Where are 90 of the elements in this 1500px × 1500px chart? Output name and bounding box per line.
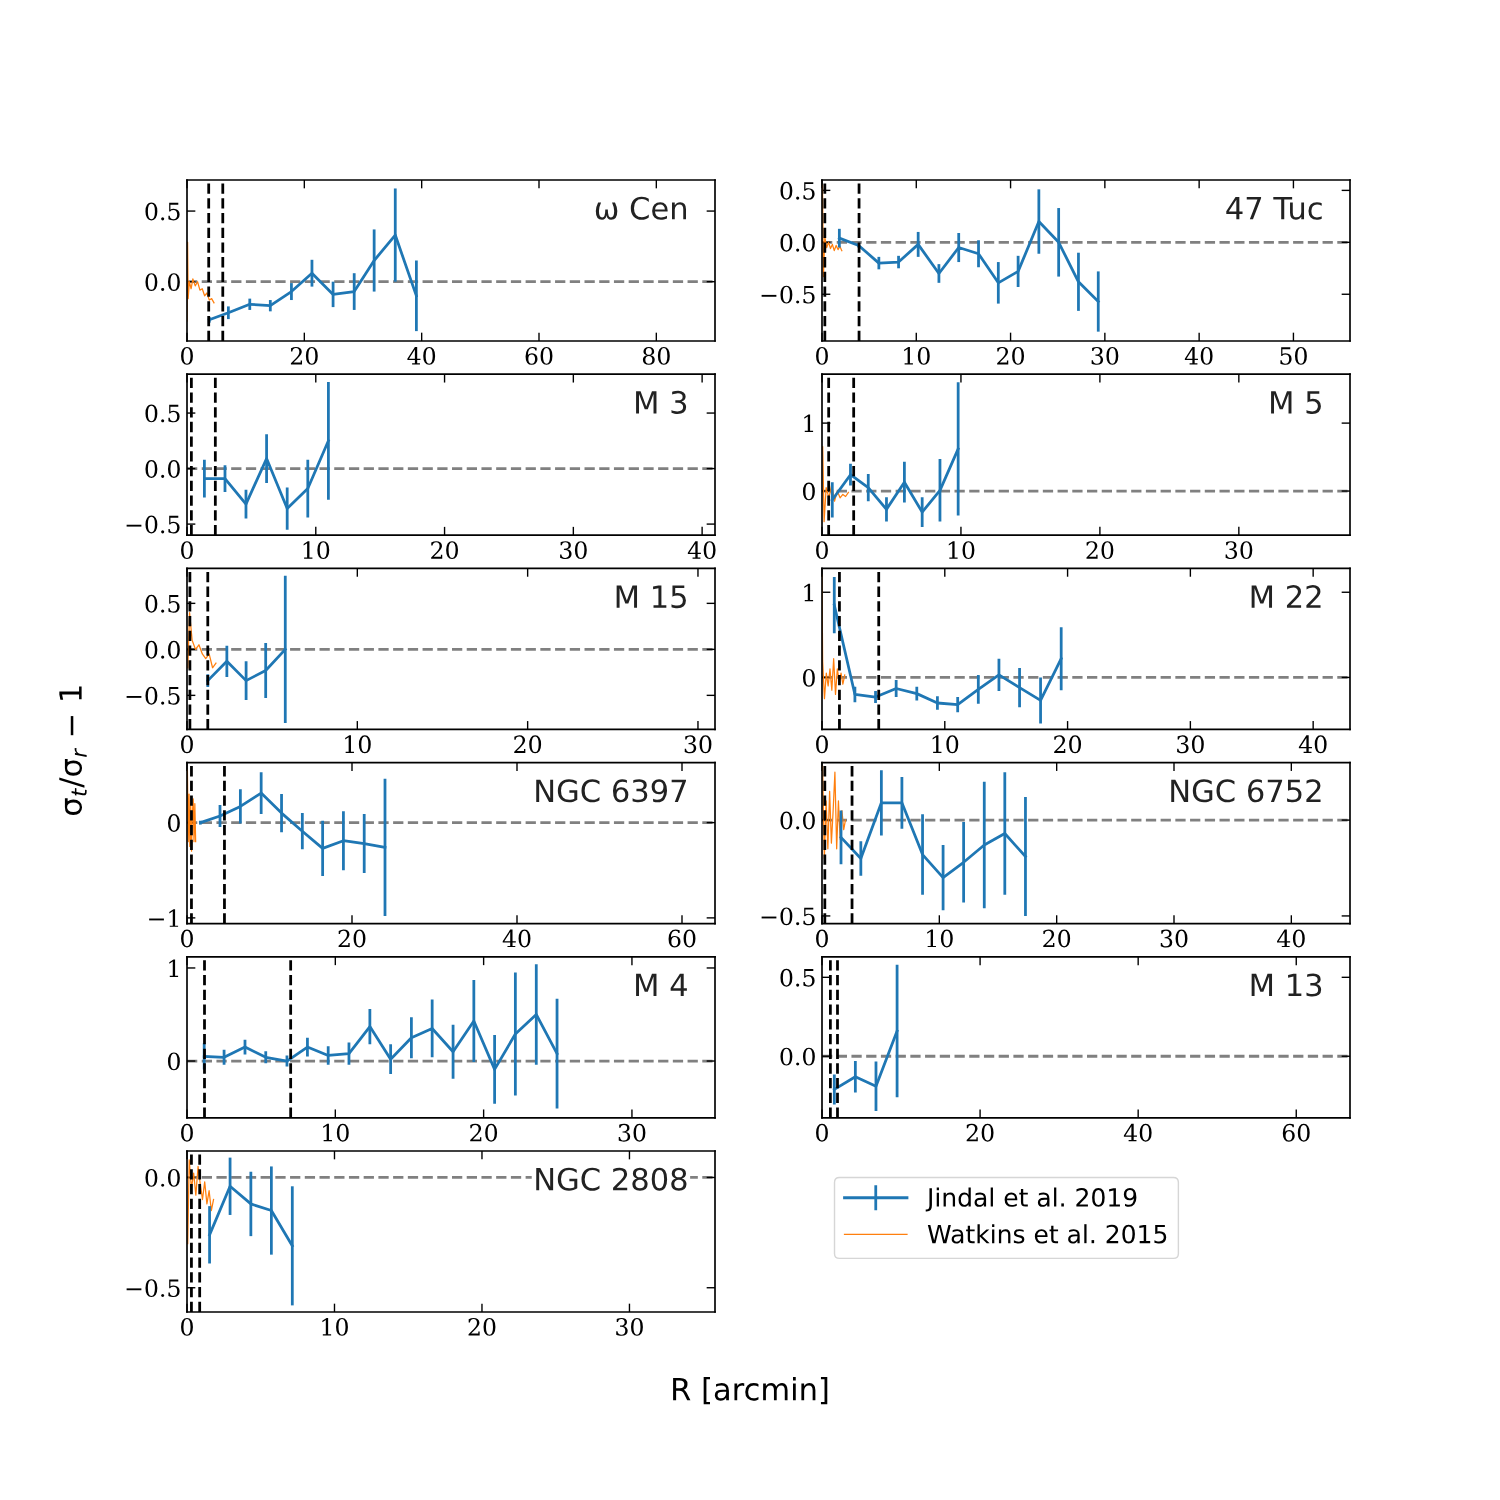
chart-title: NGC 6397 <box>536 779 686 803</box>
y-tick-label: 0 <box>167 1052 180 1071</box>
x-tick-label: 10 <box>904 346 930 365</box>
x-tick-label: 0 <box>181 929 193 948</box>
chart-title: M 3 <box>636 390 687 414</box>
y-tick-label: 0 <box>167 814 180 832</box>
x-tick-label: 40 <box>407 346 436 365</box>
y-tick-label: 0 <box>802 482 815 501</box>
y-tick-label: −0.5 <box>126 1279 180 1298</box>
x-tick-label: 30 <box>1091 346 1119 365</box>
x-tick-label: 40 <box>1123 1123 1152 1142</box>
y-axis-title: σ$_{t}$/σ$_{r}$ − 1 <box>59 686 87 815</box>
x-tick-label: 30 <box>1177 735 1204 754</box>
x-tick-label: 10 <box>345 735 371 754</box>
x-tick-label: 30 <box>1160 929 1188 948</box>
y-tick-label: 1 <box>804 583 814 602</box>
x-tick-label: 30 <box>684 735 712 754</box>
x-tick-label: 50 <box>1280 346 1307 365</box>
chart-title: 47 Tuc <box>1226 197 1322 220</box>
x-tick-label: 0 <box>181 735 193 754</box>
legend-label: Jindal et al. 2019 <box>925 1187 1137 1212</box>
x-tick-label: 80 <box>642 346 670 365</box>
x-tick-label: 0 <box>181 1317 193 1336</box>
y-tick-label: −0.5 <box>761 285 815 304</box>
y-tick-label: −0.5 <box>761 907 815 926</box>
x-tick-label: 20 <box>338 929 366 948</box>
x-tick-label: 60 <box>1282 1123 1310 1142</box>
x-tick-label: 30 <box>1225 541 1253 560</box>
x-tick-label: 10 <box>927 929 953 948</box>
legend-label: Watkins et al. 2015 <box>927 1224 1167 1244</box>
chart-title: M 5 <box>1271 391 1321 414</box>
x-axis-title: R [arcmin] <box>673 1377 828 1405</box>
y-tick-label: 0.0 <box>780 233 815 252</box>
y-tick-label: 0.5 <box>145 202 180 221</box>
x-tick-label: 20 <box>1086 541 1114 560</box>
y-tick-label: 0.0 <box>145 640 180 659</box>
x-tick-label: 0 <box>816 929 828 948</box>
y-tick-label: −0.5 <box>126 515 180 534</box>
x-tick-label: 20 <box>468 1317 496 1336</box>
chart-title: M 22 <box>1251 585 1321 608</box>
x-tick-label: 10 <box>322 1317 348 1336</box>
x-tick-label: 40 <box>1298 735 1327 754</box>
x-tick-label: 0 <box>816 541 828 560</box>
y-tick-label: 0.5 <box>145 404 180 423</box>
x-tick-label: 40 <box>1184 346 1213 365</box>
x-tick-label: 0 <box>816 346 828 365</box>
x-tick-label: 20 <box>997 346 1025 365</box>
x-tick-label: 0 <box>181 346 193 365</box>
x-tick-label: 10 <box>932 735 959 754</box>
y-tick-label: 0.0 <box>145 273 180 291</box>
x-tick-label: 20 <box>470 1123 498 1142</box>
y-tick-label: 0.0 <box>145 460 180 478</box>
chart-title: NGC 2808 <box>536 1167 687 1191</box>
x-tick-label: 20 <box>290 346 318 365</box>
x-tick-label: 20 <box>966 1123 994 1142</box>
x-tick-label: 0 <box>181 1123 193 1142</box>
chart-title: M 15 <box>616 585 686 609</box>
y-tick-label: −0.5 <box>126 686 180 705</box>
x-tick-label: 20 <box>514 735 542 754</box>
y-tick-label: 0 <box>802 668 815 687</box>
x-tick-label: 20 <box>431 541 459 560</box>
x-tick-label: 20 <box>1054 735 1082 754</box>
y-tick-label: 1 <box>169 959 179 977</box>
x-tick-label: 60 <box>525 346 553 365</box>
y-tick-label: 1 <box>804 414 814 433</box>
x-tick-label: 0 <box>816 1123 828 1142</box>
chart-title: NGC 6752 <box>1171 779 1321 803</box>
x-tick-label: 20 <box>1043 929 1071 948</box>
x-tick-label: 10 <box>323 1123 349 1142</box>
y-tick-label: 0.0 <box>145 1168 180 1187</box>
chart-title: M 4 <box>636 973 687 997</box>
y-tick-label: 0.5 <box>145 594 180 613</box>
x-tick-label: 0 <box>181 541 193 560</box>
x-tick-label: 10 <box>948 541 975 560</box>
x-tick-label: 0 <box>816 735 828 754</box>
y-tick-label: 0.5 <box>780 181 815 200</box>
x-tick-label: 10 <box>303 541 330 560</box>
x-tick-label: 40 <box>687 541 716 560</box>
y-tick-label: 0.5 <box>780 968 815 987</box>
x-tick-label: 40 <box>502 929 531 948</box>
chart-title: ω Cen <box>595 196 687 220</box>
x-tick-label: 30 <box>618 1123 646 1142</box>
x-tick-label: 60 <box>668 929 696 948</box>
x-tick-label: 30 <box>560 541 587 560</box>
y-tick-label: 0.0 <box>780 1047 815 1066</box>
chart-title: M 13 <box>1251 973 1322 997</box>
x-tick-label: 40 <box>1277 929 1305 948</box>
y-tick-label: 0.0 <box>780 811 815 830</box>
y-tick-label: −1 <box>149 909 179 927</box>
x-tick-label: 30 <box>616 1317 643 1336</box>
